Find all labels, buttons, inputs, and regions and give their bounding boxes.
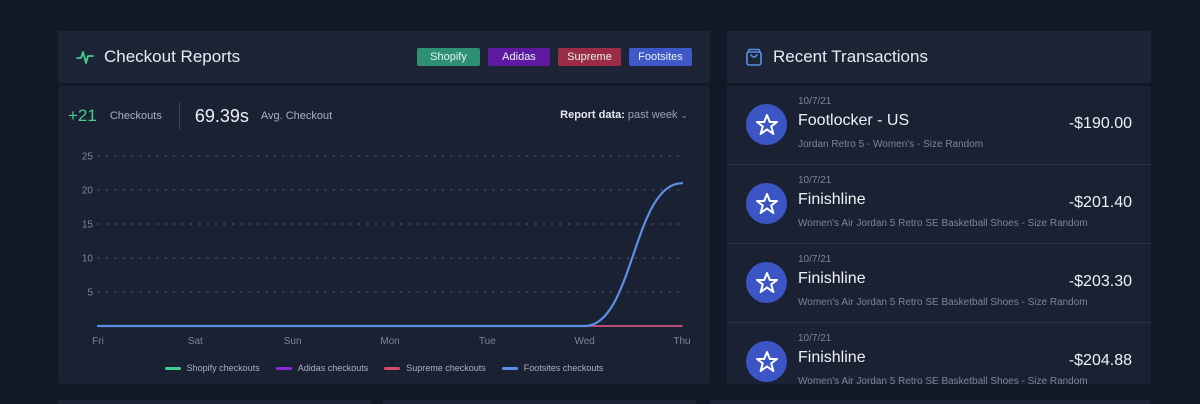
checkout-reports-header: Checkout Reports Shopify Adidas Supreme …: [58, 31, 710, 83]
transaction-row[interactable]: 10/7/21 Finishline -$201.40 Women's Air …: [727, 165, 1151, 244]
tag-supreme[interactable]: Supreme: [558, 48, 621, 66]
tag-adidas[interactable]: Adidas: [488, 48, 550, 66]
recent-transactions-header: Recent Transactions: [727, 31, 1151, 83]
transaction-date: 10/7/21: [798, 333, 832, 344]
bottom-card-1: [58, 400, 371, 404]
legend-swatch: [501, 366, 518, 370]
filter-tags: Shopify Adidas Supreme Footsites: [417, 48, 692, 66]
transaction-description: Jordan Retro 5 - Women's - Size Random: [798, 139, 984, 150]
report-label: Report data:: [560, 109, 625, 121]
bottom-card-2: [383, 400, 696, 404]
legend-label: Adidas checkouts: [297, 363, 369, 373]
chart-legend: Shopify checkouts Adidas checkouts Supreme…: [58, 363, 710, 373]
x-tick-label: Wed: [574, 336, 594, 347]
activity-icon: [76, 51, 94, 64]
star-logo-icon: [746, 104, 787, 145]
report-range-select[interactable]: Report data: past week ⌄: [560, 109, 688, 121]
x-tick-label: Sun: [284, 336, 302, 347]
legend-label: Supreme checkouts: [406, 363, 486, 373]
legend-swatch: [164, 366, 181, 370]
x-tick-label: Mon: [380, 336, 399, 347]
x-tick-label: Sat: [188, 336, 203, 347]
transaction-store: Footlocker - US: [798, 112, 910, 129]
y-tick-label: 15: [82, 220, 94, 231]
checkout-reports-title: Checkout Reports: [104, 47, 241, 66]
avg-checkout-time: 69.39s: [194, 105, 249, 126]
transaction-amount: -$203.30: [1068, 273, 1132, 290]
x-tick-label: Tue: [479, 336, 496, 347]
checkout-count: +21: [68, 106, 97, 125]
transaction-row[interactable]: 10/7/21 Finishline -$204.88 Women's Air …: [727, 323, 1151, 384]
x-tick-label: Thu: [673, 336, 690, 347]
y-tick-label: 20: [82, 186, 94, 197]
legend-label: Footsites checkouts: [523, 363, 604, 373]
transaction-date: 10/7/21: [798, 96, 832, 107]
transaction-amount: -$204.88: [1068, 352, 1132, 369]
report-value: past week: [627, 109, 678, 121]
legend-item-supreme[interactable]: Supreme checkouts: [384, 363, 486, 373]
star-logo-icon: [746, 183, 787, 224]
transaction-amount: -$190.00: [1068, 115, 1132, 132]
transaction-store: Finishline: [798, 349, 866, 366]
checkout-count-label: Checkouts: [109, 110, 162, 122]
chevron-down-icon: ⌄: [680, 109, 688, 120]
transaction-store: Finishline: [798, 270, 866, 287]
x-tick-label: Fri: [92, 336, 104, 347]
series-line-footsites: [96, 182, 684, 328]
transaction-row[interactable]: 10/7/21 Footlocker - US -$190.00 Jordan …: [727, 86, 1151, 165]
y-tick-label: 10: [82, 254, 94, 265]
transaction-store: Finishline: [798, 191, 866, 208]
y-tick-label: 5: [87, 288, 93, 299]
legend-swatch: [384, 366, 401, 370]
transaction-amount: -$201.40: [1068, 194, 1132, 211]
transaction-date: 10/7/21: [798, 175, 832, 186]
transaction-date: 10/7/21: [798, 254, 832, 265]
tag-shopify[interactable]: Shopify: [417, 48, 480, 66]
transaction-description: Women's Air Jordan 5 Retro SE Basketball…: [798, 297, 1088, 308]
checkout-stats: +21 Checkouts 69.39s Avg. Checkout: [68, 102, 332, 130]
shopping-bag-icon: [746, 48, 762, 66]
legend-label: Shopify checkouts: [186, 363, 260, 373]
transaction-description: Women's Air Jordan 5 Retro SE Basketball…: [798, 376, 1088, 384]
tag-footsites[interactable]: Footsites: [629, 48, 692, 66]
bottom-card-3: [710, 400, 1150, 404]
checkout-line-chart: 5 10 15 20 25 Fri Sat Sun Mon Tue Wed Thu: [82, 152, 691, 348]
legend-item-adidas[interactable]: Adidas checkouts: [275, 363, 369, 373]
recent-transactions-title: Recent Transactions: [773, 47, 928, 66]
legend-item-footsites[interactable]: Footsites checkouts: [501, 363, 604, 373]
avg-checkout-label: Avg. Checkout: [260, 110, 333, 122]
checkout-chart-panel: +21 Checkouts 69.39s Avg. Checkout Repor…: [58, 86, 710, 384]
transaction-description: Women's Air Jordan 5 Retro SE Basketball…: [798, 218, 1088, 229]
legend-item-shopify[interactable]: Shopify checkouts: [164, 363, 260, 373]
star-logo-icon: [746, 262, 787, 303]
transaction-row[interactable]: 10/7/21 Finishline -$203.30 Women's Air …: [727, 244, 1151, 323]
legend-swatch: [275, 366, 292, 370]
star-logo-icon: [746, 341, 787, 382]
stats-divider: [178, 102, 180, 130]
y-tick-label: 25: [82, 152, 94, 163]
transactions-list: 10/7/21 Footlocker - US -$190.00 Jordan …: [727, 86, 1151, 384]
